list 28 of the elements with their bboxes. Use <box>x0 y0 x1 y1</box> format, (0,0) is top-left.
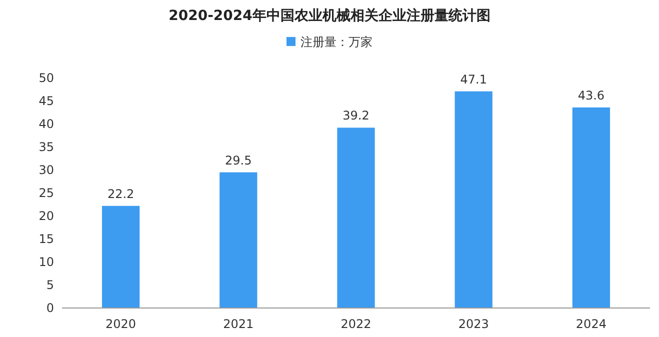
y-tick-label: 35 <box>38 140 54 154</box>
x-tick-label: 2023 <box>458 317 489 331</box>
chart-title: 2020-2024年中国农业机械相关企业注册量统计图 <box>168 7 490 24</box>
y-tick-label: 5 <box>46 278 54 292</box>
data-label: 29.5 <box>225 153 252 168</box>
x-tick-label: 2022 <box>340 317 372 331</box>
y-tick-label: 45 <box>38 94 54 108</box>
x-tick-label: 2020 <box>106 317 136 331</box>
bar <box>337 128 375 308</box>
x-tick-label: 2024 <box>576 317 606 331</box>
y-tick-label: 30 <box>38 163 54 177</box>
y-tick-label: 40 <box>38 117 54 131</box>
x-tick-label: 2021 <box>223 317 254 331</box>
data-label: 47.1 <box>460 72 487 86</box>
bar <box>220 172 258 308</box>
bar <box>572 107 610 308</box>
data-label: 43.6 <box>578 88 605 102</box>
data-label: 22.2 <box>107 186 134 201</box>
legend-label: 注册量：万家 <box>300 35 372 49</box>
y-tick-label: 20 <box>38 209 54 223</box>
data-label: 39.2 <box>342 108 370 123</box>
y-tick-label: 0 <box>46 301 54 315</box>
y-tick-label: 10 <box>38 255 54 269</box>
y-tick-label: 25 <box>38 186 54 200</box>
y-tick-label: 15 <box>38 232 54 246</box>
y-tick-label: 50 <box>38 71 54 85</box>
bar <box>102 206 140 308</box>
bar <box>454 91 492 308</box>
